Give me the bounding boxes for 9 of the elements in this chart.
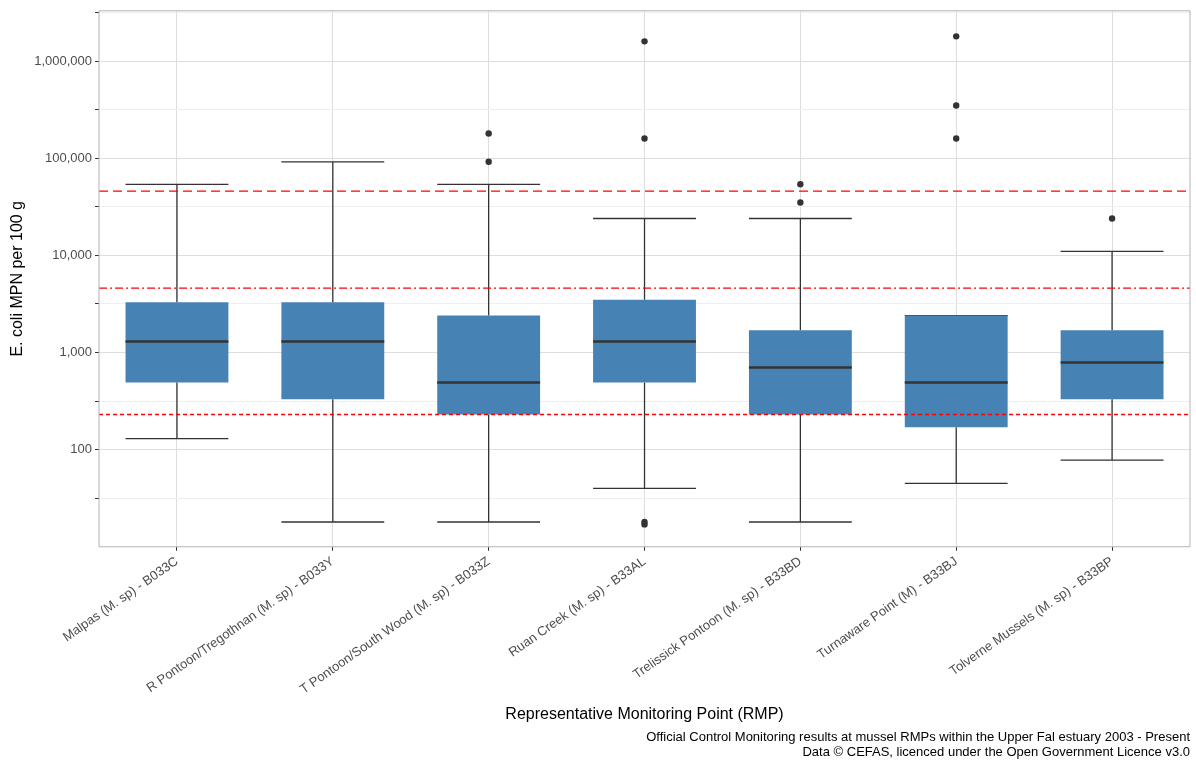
text: Official Control Monitoring results at mussel RMPs within the Upper Fal estuary 2003 - Present bbox=[646, 729, 1191, 744]
y-tick-label: 100,000 bbox=[45, 149, 93, 165]
y-axis-title: E. coli MPN per 100 g bbox=[8, 200, 26, 357]
y-tick-label: 1,000,000 bbox=[34, 52, 93, 68]
y-tick-label: 10,000 bbox=[52, 246, 93, 262]
text: Data © CEFAS, licenced under the Open Government Licence v3.0 bbox=[802, 744, 1190, 759]
y-tick-label: 100 bbox=[70, 441, 93, 457]
x-axis-title: Representative Monitoring Point (RMP) bbox=[505, 704, 784, 722]
y-tick-label: 1,000 bbox=[59, 344, 93, 360]
